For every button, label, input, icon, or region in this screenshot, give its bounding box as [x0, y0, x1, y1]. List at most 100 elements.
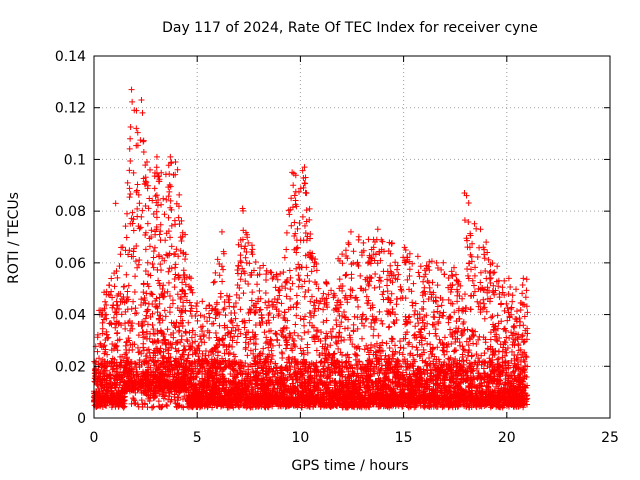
data-point	[168, 222, 175, 229]
data-point	[269, 275, 276, 282]
data-point	[125, 319, 132, 326]
data-point	[281, 254, 288, 261]
data-point	[460, 320, 467, 327]
data-point	[370, 332, 377, 339]
data-point	[374, 260, 381, 267]
data-point	[178, 217, 185, 224]
data-point	[380, 268, 387, 275]
data-point	[357, 272, 364, 279]
data-point	[193, 308, 200, 315]
data-point	[221, 299, 228, 306]
data-point	[192, 338, 199, 345]
data-point	[418, 305, 425, 312]
data-point	[243, 259, 250, 266]
data-point	[296, 220, 303, 227]
data-point	[206, 301, 213, 308]
data-point	[362, 316, 369, 323]
data-point	[333, 340, 340, 347]
data-point	[250, 350, 257, 357]
data-point	[301, 322, 308, 329]
data-point	[140, 340, 147, 347]
data-point	[523, 276, 530, 283]
data-point	[106, 282, 113, 289]
data-point	[523, 287, 530, 294]
data-point	[167, 304, 174, 311]
data-point	[107, 319, 114, 326]
data-point	[301, 329, 308, 336]
data-point	[268, 347, 275, 354]
data-point	[245, 280, 252, 287]
data-point	[166, 188, 173, 195]
data-point	[174, 340, 181, 347]
data-point	[126, 347, 133, 354]
data-point	[126, 194, 133, 201]
data-point	[387, 268, 394, 275]
data-point	[461, 291, 468, 298]
data-point	[350, 321, 357, 328]
data-point	[175, 214, 182, 221]
data-point	[481, 350, 488, 357]
data-point	[285, 306, 292, 313]
data-point	[102, 298, 109, 305]
data-point	[148, 227, 155, 234]
data-point	[363, 342, 370, 349]
data-point	[282, 285, 289, 292]
data-point	[338, 319, 345, 326]
data-point	[359, 313, 366, 319]
data-point	[150, 248, 157, 255]
data-point	[188, 334, 195, 341]
data-point	[222, 312, 229, 319]
data-point	[297, 237, 304, 244]
data-point	[369, 313, 376, 320]
data-point	[123, 234, 130, 241]
data-point	[396, 338, 403, 345]
data-point	[296, 277, 303, 284]
data-point	[426, 330, 433, 337]
data-point	[144, 259, 151, 266]
data-point	[249, 289, 256, 296]
data-point	[455, 281, 462, 288]
data-point	[156, 231, 163, 238]
data-point	[288, 222, 295, 229]
data-point	[205, 352, 212, 359]
data-point	[240, 290, 247, 297]
data-point	[509, 292, 516, 299]
data-point	[428, 351, 435, 358]
data-point	[153, 214, 160, 221]
data-point	[336, 323, 343, 330]
data-point	[513, 308, 520, 315]
data-point	[415, 269, 422, 276]
data-point	[364, 345, 371, 352]
data-point	[123, 271, 130, 278]
data-point	[313, 267, 320, 274]
data-point	[246, 317, 253, 324]
data-point	[310, 312, 317, 319]
data-point	[503, 300, 510, 307]
data-point	[496, 334, 503, 341]
data-point	[252, 258, 259, 265]
data-point	[507, 284, 514, 291]
data-point	[301, 222, 308, 229]
data-point	[510, 323, 517, 330]
data-point	[134, 129, 141, 136]
data-point	[301, 180, 308, 187]
data-point	[220, 306, 227, 313]
data-point	[124, 179, 131, 186]
data-point	[140, 137, 147, 144]
data-point	[384, 282, 391, 289]
data-point	[495, 355, 502, 362]
data-point	[158, 291, 165, 298]
data-point	[397, 283, 404, 290]
data-point	[113, 330, 120, 337]
data-point	[128, 322, 135, 329]
data-point	[226, 350, 233, 357]
data-point	[379, 339, 386, 346]
data-point	[503, 334, 510, 341]
data-point	[237, 276, 244, 283]
data-point	[172, 261, 179, 268]
data-point	[243, 334, 250, 341]
data-point	[467, 232, 474, 239]
data-point	[428, 258, 435, 265]
data-point	[427, 341, 434, 348]
data-point	[353, 294, 360, 301]
